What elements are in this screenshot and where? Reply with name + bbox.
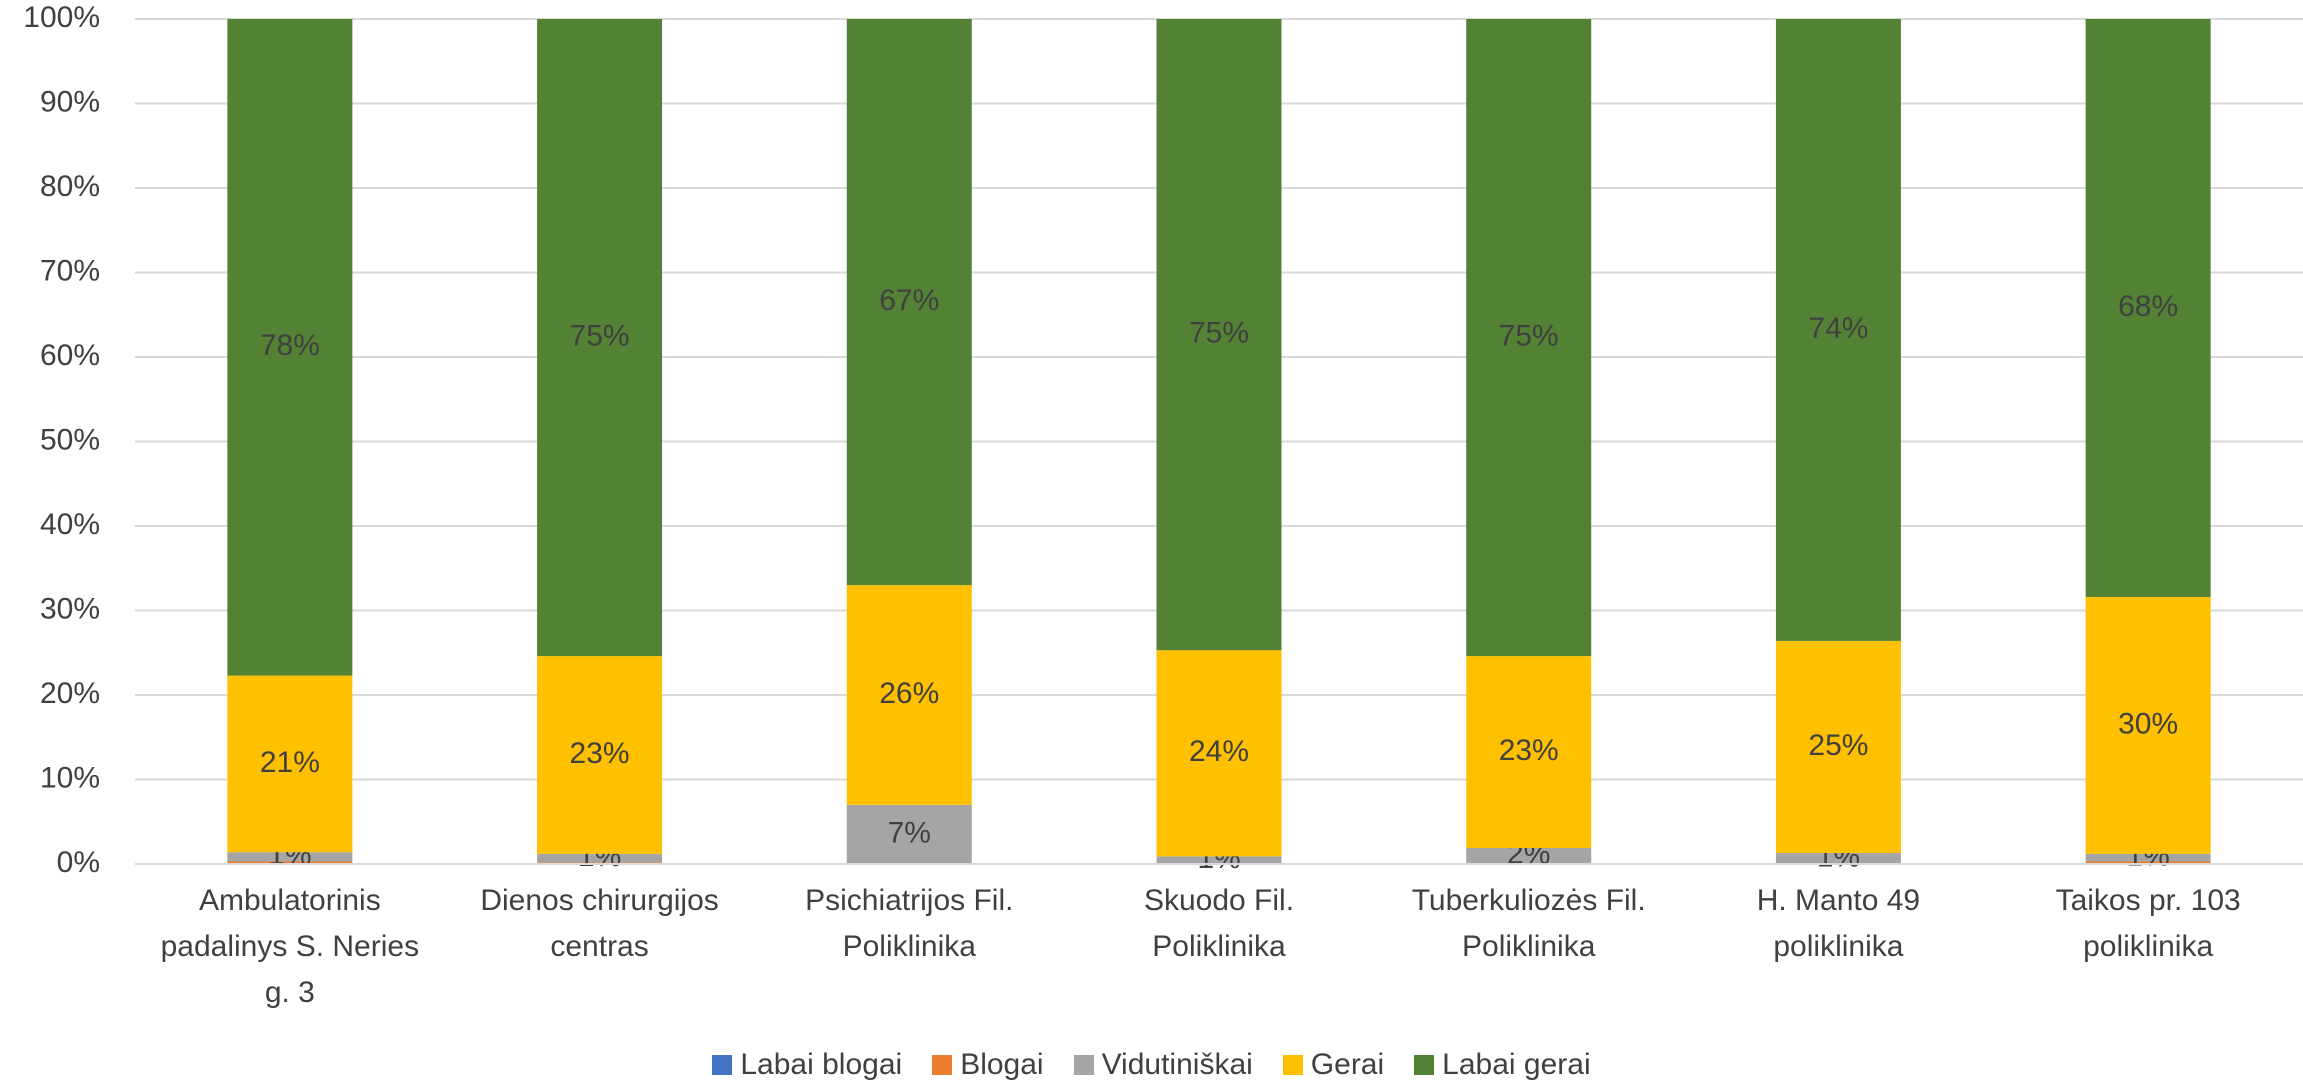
legend-label: Blogai	[960, 1048, 1044, 1081]
bar-segment	[1775, 640, 1901, 854]
y-tick-label: 80%	[40, 170, 100, 203]
bar-segment	[2085, 596, 2211, 854]
y-tick-label: 70%	[40, 254, 100, 287]
y-tick-label: 30%	[40, 592, 100, 625]
data-label: 75%	[1499, 319, 1559, 352]
bar-segment	[227, 861, 353, 864]
y-tick-label: 50%	[40, 423, 100, 456]
x-tick-label: Ambulatorinis padalinys S. Neries g. 3	[160, 884, 420, 1009]
legend-item: Vidutiniškai	[1073, 1048, 1253, 1082]
chart: 0%10%20%30%40%50%60%70%80%90%100%1%21%78…	[23, 1, 2303, 879]
data-label: 21%	[260, 746, 320, 779]
legend-swatch	[1282, 1055, 1303, 1075]
x-tick-label: Taikos pr. 103 poliklinika	[2055, 884, 2241, 963]
data-label: 75%	[1189, 317, 1249, 350]
data-label: 23%	[570, 737, 630, 770]
legend-item: Labai blogai	[712, 1048, 902, 1082]
legend-label: Vidutiniškai	[1101, 1048, 1253, 1081]
legend: Labai blogai Blogai Vidutiniškai Gerai Labai…	[0, 1048, 2303, 1082]
y-tick-label: 0%	[57, 846, 100, 879]
bar-segment	[1156, 856, 1282, 864]
x-tick-label: Psichiatrijos Fil. Poliklinika	[805, 884, 1014, 963]
x-tick-label: H. Manto 49 poliklinika	[1756, 884, 1921, 963]
data-label: 30%	[2118, 707, 2178, 740]
bar-segment	[846, 19, 972, 586]
data-label: 67%	[879, 284, 939, 317]
bar-segment	[227, 675, 353, 853]
legend-label: Labai blogai	[740, 1048, 903, 1081]
data-label: 24%	[1189, 735, 1249, 768]
legend-item: Blogai	[932, 1048, 1044, 1082]
y-tick-label: 20%	[40, 677, 100, 710]
legend-swatch	[932, 1055, 953, 1075]
bar-segment	[537, 853, 663, 863]
bar-segment	[1775, 853, 1901, 864]
bar-segment	[1466, 19, 1592, 657]
legend-item: Labai gerai	[1414, 1048, 1591, 1082]
bar-segment	[1466, 656, 1592, 848]
legend-item: Gerai	[1282, 1048, 1385, 1082]
bar-segment	[227, 19, 353, 676]
y-tick-label: 10%	[40, 761, 100, 794]
bar-segment	[1156, 650, 1282, 857]
data-label: 23%	[1499, 734, 1559, 767]
x-tick-label: Skuodo Fil. Poliklinika	[1143, 884, 1295, 963]
bar-segment	[537, 656, 663, 854]
data-label: 68%	[2118, 290, 2178, 323]
legend-swatch	[712, 1055, 733, 1075]
bar-segment	[2085, 853, 2211, 862]
bar-segment	[846, 585, 972, 805]
legend-swatch	[1414, 1055, 1435, 1075]
bar-segment	[2085, 19, 2211, 597]
data-label: 74%	[1808, 312, 1868, 345]
y-tick-label: 90%	[40, 85, 100, 118]
x-tick-label: Tuberkuliozės Fil. Poliklinika	[1411, 884, 1646, 963]
bar-segment	[537, 19, 663, 657]
legend-label: Gerai	[1310, 1048, 1385, 1081]
data-label: 26%	[879, 677, 939, 710]
bar-segment	[1466, 847, 1592, 864]
bar-segment	[2085, 861, 2211, 864]
data-label: 7%	[888, 816, 931, 849]
bar-segment	[227, 852, 353, 862]
y-tick-label: 40%	[40, 508, 100, 541]
legend-swatch	[1073, 1055, 1094, 1075]
data-label: 25%	[1808, 729, 1868, 762]
y-tick-label: 100%	[23, 1, 100, 34]
data-label: 75%	[570, 319, 630, 352]
y-tick-label: 60%	[40, 339, 100, 372]
bar-segment	[846, 804, 972, 864]
data-label: 78%	[260, 329, 320, 362]
x-tick-label: Dienos chirurgijos centras	[480, 884, 719, 963]
legend-label: Labai gerai	[1442, 1048, 1591, 1081]
bar-segment	[1775, 19, 1901, 641]
bar-segment	[1156, 19, 1282, 651]
